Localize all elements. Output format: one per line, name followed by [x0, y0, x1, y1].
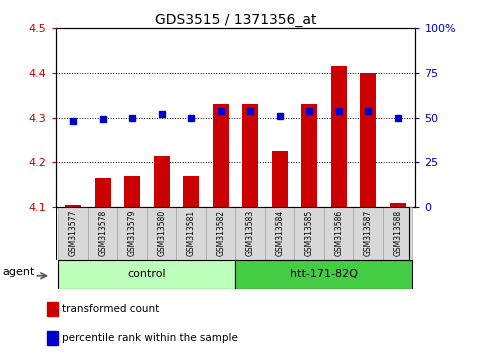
Text: GSM313580: GSM313580 — [157, 210, 166, 256]
Text: agent: agent — [3, 267, 35, 277]
Text: GSM313586: GSM313586 — [334, 210, 343, 256]
Bar — [271, 151, 288, 207]
Bar — [154, 156, 170, 207]
Text: percentile rank within the sample: percentile rank within the sample — [62, 333, 238, 343]
Bar — [58, 260, 236, 289]
Bar — [88, 207, 117, 260]
Bar — [360, 73, 376, 207]
Bar — [265, 207, 295, 260]
Text: control: control — [128, 269, 166, 279]
Text: GSM313585: GSM313585 — [305, 210, 313, 256]
Bar — [242, 104, 258, 207]
Title: GDS3515 / 1371356_at: GDS3515 / 1371356_at — [155, 13, 316, 27]
Bar — [47, 302, 58, 316]
Bar — [58, 207, 88, 260]
Bar — [324, 207, 354, 260]
Text: GSM313577: GSM313577 — [69, 209, 78, 256]
Bar — [147, 207, 176, 260]
Bar — [183, 176, 199, 207]
Text: GSM313578: GSM313578 — [98, 210, 107, 256]
Text: GSM313587: GSM313587 — [364, 210, 373, 256]
Bar — [124, 176, 141, 207]
Text: transformed count: transformed count — [62, 304, 159, 314]
Bar — [354, 207, 383, 260]
Bar — [206, 207, 236, 260]
Text: GSM313581: GSM313581 — [187, 210, 196, 256]
Text: GSM313583: GSM313583 — [246, 210, 255, 256]
Bar — [390, 202, 406, 207]
Bar — [301, 104, 317, 207]
Bar — [65, 205, 81, 207]
Bar — [95, 178, 111, 207]
Bar — [176, 207, 206, 260]
Text: GSM313579: GSM313579 — [128, 209, 137, 256]
Bar — [236, 260, 412, 289]
Bar — [47, 331, 58, 345]
Text: htt-171-82Q: htt-171-82Q — [290, 269, 358, 279]
Bar — [295, 207, 324, 260]
Bar — [117, 207, 147, 260]
Text: GSM313588: GSM313588 — [393, 210, 402, 256]
Bar — [330, 66, 347, 207]
Bar — [213, 104, 229, 207]
Bar — [236, 207, 265, 260]
Text: GSM313584: GSM313584 — [275, 210, 284, 256]
Bar — [383, 207, 412, 260]
Text: GSM313582: GSM313582 — [216, 210, 225, 256]
